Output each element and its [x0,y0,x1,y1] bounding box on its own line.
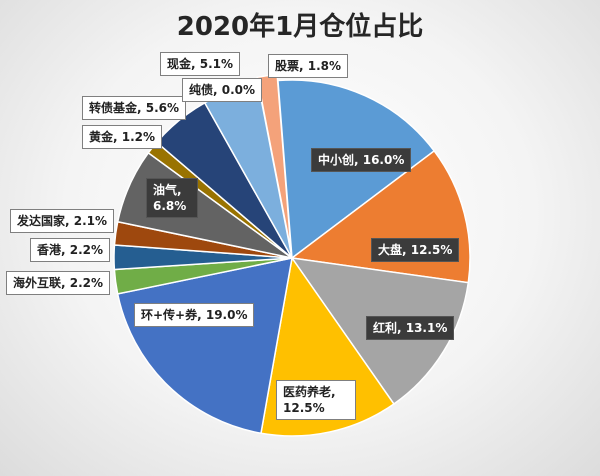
pie-slice-6 [116,257,293,435]
data-label-2: 中小创, 16.0% [311,148,412,172]
data-label-4: 红利, 13.1% [366,316,455,340]
data-label-7: 海外互联, 2.2% [6,271,111,295]
data-label-5: 医药养老, 12.5% [276,380,356,420]
data-label-13: 纯债, 0.0% [182,78,263,102]
data-label-8: 香港, 2.2% [30,238,111,262]
data-label-9: 发达国家, 2.1% [10,209,115,233]
data-label-6: 环+传+券, 19.0% [134,303,255,327]
data-label-12: 转债基金, 5.6% [82,96,187,120]
data-label-1: 股票, 1.8% [268,54,349,78]
data-label-14: 现金, 5.1% [160,52,241,76]
data-label-11: 黄金, 1.2% [82,125,163,149]
data-label-3: 大盘, 12.5% [371,238,460,262]
data-label-10: 油气, 6.8% [146,178,198,218]
chart-title: 2020年1月仓位占比 [176,12,424,42]
